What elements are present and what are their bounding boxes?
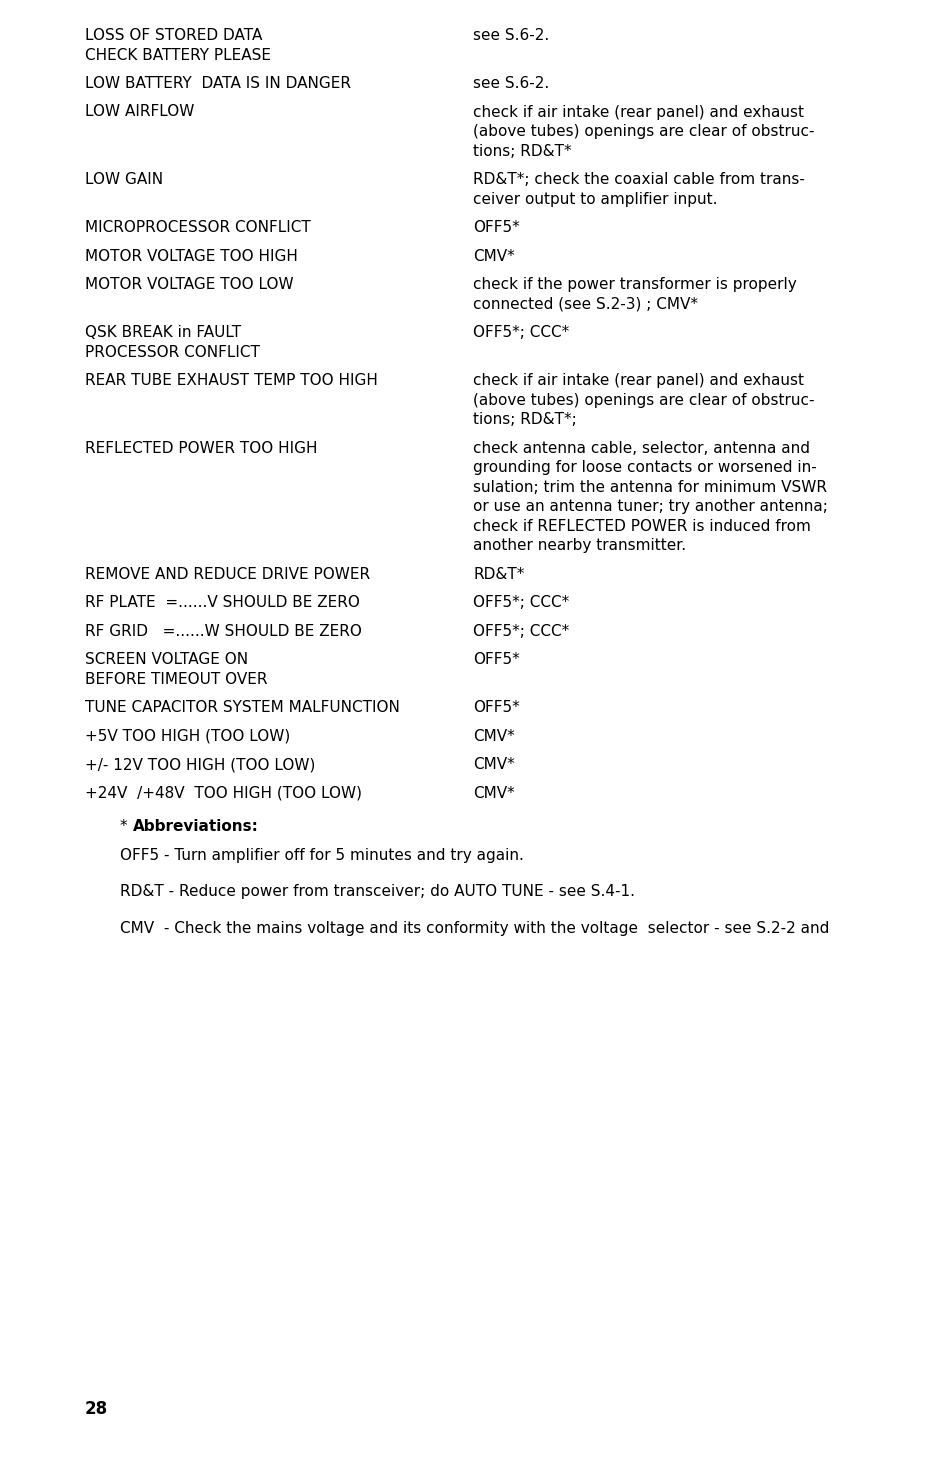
Text: QSK BREAK in FAULT: QSK BREAK in FAULT bbox=[85, 325, 241, 339]
Text: tions; RD&T*;: tions; RD&T*; bbox=[473, 413, 577, 427]
Text: CMV*: CMV* bbox=[473, 756, 515, 772]
Text: 28: 28 bbox=[85, 1400, 108, 1418]
Text: OFF5*; CCC*: OFF5*; CCC* bbox=[473, 595, 569, 610]
Text: RD&T - Reduce power from transceiver; do AUTO TUNE - see S.4-1.: RD&T - Reduce power from transceiver; do… bbox=[120, 884, 635, 898]
Text: MICROPROCESSOR CONFLICT: MICROPROCESSOR CONFLICT bbox=[85, 219, 310, 236]
Text: CMV*: CMV* bbox=[473, 729, 515, 743]
Text: CMV*: CMV* bbox=[473, 786, 515, 800]
Text: OFF5*; CCC*: OFF5*; CCC* bbox=[473, 325, 569, 339]
Text: sulation; trim the antenna for minimum VSWR: sulation; trim the antenna for minimum V… bbox=[473, 480, 827, 494]
Text: REAR TUBE EXHAUST TEMP TOO HIGH: REAR TUBE EXHAUST TEMP TOO HIGH bbox=[85, 373, 377, 388]
Text: LOW GAIN: LOW GAIN bbox=[85, 173, 163, 187]
Text: OFF5*: OFF5* bbox=[473, 652, 519, 667]
Text: see S.6-2.: see S.6-2. bbox=[473, 76, 550, 91]
Text: LOSS OF STORED DATA: LOSS OF STORED DATA bbox=[85, 28, 262, 42]
Text: RD&T*: RD&T* bbox=[473, 566, 524, 581]
Text: LOW AIRFLOW: LOW AIRFLOW bbox=[85, 104, 194, 120]
Text: +5V TOO HIGH (TOO LOW): +5V TOO HIGH (TOO LOW) bbox=[85, 729, 290, 743]
Text: CMV*: CMV* bbox=[473, 249, 515, 263]
Text: check if the power transformer is properly: check if the power transformer is proper… bbox=[473, 277, 797, 293]
Text: LOW BATTERY  DATA IS IN DANGER: LOW BATTERY DATA IS IN DANGER bbox=[85, 76, 351, 91]
Text: +/- 12V TOO HIGH (TOO LOW): +/- 12V TOO HIGH (TOO LOW) bbox=[85, 756, 315, 772]
Text: (above tubes) openings are clear of obstruc-: (above tubes) openings are clear of obst… bbox=[473, 124, 815, 139]
Text: grounding for loose contacts or worsened in-: grounding for loose contacts or worsened… bbox=[473, 459, 816, 475]
Text: RF PLATE  =......V SHOULD BE ZERO: RF PLATE =......V SHOULD BE ZERO bbox=[85, 595, 359, 610]
Text: check antenna cable, selector, antenna and: check antenna cable, selector, antenna a… bbox=[473, 440, 810, 455]
Text: tions; RD&T*: tions; RD&T* bbox=[473, 143, 571, 158]
Text: another nearby transmitter.: another nearby transmitter. bbox=[473, 538, 686, 553]
Text: +24V  /+48V  TOO HIGH (TOO LOW): +24V /+48V TOO HIGH (TOO LOW) bbox=[85, 786, 362, 800]
Text: check if REFLECTED POWER is induced from: check if REFLECTED POWER is induced from bbox=[473, 518, 811, 534]
Text: OFF5*: OFF5* bbox=[473, 219, 519, 236]
Text: REFLECTED POWER TOO HIGH: REFLECTED POWER TOO HIGH bbox=[85, 440, 318, 455]
Text: PROCESSOR CONFLICT: PROCESSOR CONFLICT bbox=[85, 344, 260, 360]
Text: OFF5*: OFF5* bbox=[473, 699, 519, 715]
Text: CMV  - Check the mains voltage and its conformity with the voltage  selector - s: CMV - Check the mains voltage and its co… bbox=[120, 920, 830, 935]
Text: SCREEN VOLTAGE ON: SCREEN VOLTAGE ON bbox=[85, 652, 248, 667]
Text: ceiver output to amplifier input.: ceiver output to amplifier input. bbox=[473, 192, 717, 206]
Text: or use an antenna tuner; try another antenna;: or use an antenna tuner; try another ant… bbox=[473, 499, 828, 514]
Text: see S.6-2.: see S.6-2. bbox=[473, 28, 550, 42]
Text: Abbreviations:: Abbreviations: bbox=[133, 819, 259, 834]
Text: check if air intake (rear panel) and exhaust: check if air intake (rear panel) and exh… bbox=[473, 104, 804, 120]
Text: (above tubes) openings are clear of obstruc-: (above tubes) openings are clear of obst… bbox=[473, 392, 815, 408]
Text: OFF5*; CCC*: OFF5*; CCC* bbox=[473, 623, 569, 638]
Text: REMOVE AND REDUCE DRIVE POWER: REMOVE AND REDUCE DRIVE POWER bbox=[85, 566, 370, 581]
Text: CHECK BATTERY PLEASE: CHECK BATTERY PLEASE bbox=[85, 47, 271, 63]
Text: OFF5 - Turn amplifier off for 5 minutes and try again.: OFF5 - Turn amplifier off for 5 minutes … bbox=[120, 847, 524, 863]
Text: RD&T*; check the coaxial cable from trans-: RD&T*; check the coaxial cable from tran… bbox=[473, 173, 805, 187]
Text: connected (see S.2-3) ; CMV*: connected (see S.2-3) ; CMV* bbox=[473, 297, 698, 312]
Text: check if air intake (rear panel) and exhaust: check if air intake (rear panel) and exh… bbox=[473, 373, 804, 388]
Text: MOTOR VOLTAGE TOO HIGH: MOTOR VOLTAGE TOO HIGH bbox=[85, 249, 298, 263]
Text: MOTOR VOLTAGE TOO LOW: MOTOR VOLTAGE TOO LOW bbox=[85, 277, 293, 293]
Text: TUNE CAPACITOR SYSTEM MALFUNCTION: TUNE CAPACITOR SYSTEM MALFUNCTION bbox=[85, 699, 400, 715]
Text: BEFORE TIMEOUT OVER: BEFORE TIMEOUT OVER bbox=[85, 672, 268, 686]
Text: RF GRID   =......W SHOULD BE ZERO: RF GRID =......W SHOULD BE ZERO bbox=[85, 623, 362, 638]
Text: *: * bbox=[120, 819, 132, 834]
